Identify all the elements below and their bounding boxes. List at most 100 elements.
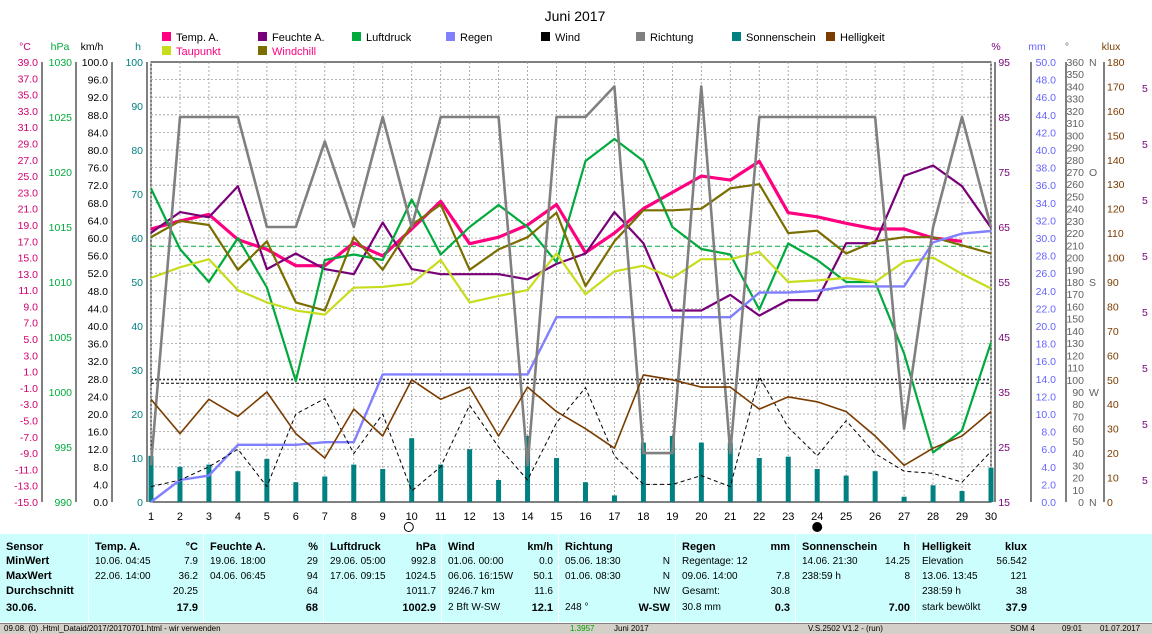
x-tick-label: 24 [811, 511, 823, 523]
direction-tick-label: 270 [1066, 167, 1084, 179]
stat-title: Richtung [565, 541, 613, 553]
status-month: Juni 2017 [614, 624, 649, 633]
sunshine-bar-4 [235, 471, 241, 502]
direction-tick-label: 140 [1066, 326, 1084, 338]
direction-tick-label: 320 [1066, 106, 1084, 118]
sunshine-bar-2 [177, 466, 183, 502]
stat-last-value: 7.00 [888, 602, 910, 614]
direction-tick-label: 60 [1072, 424, 1084, 436]
x-tick-label: 28 [927, 511, 939, 523]
sunshine-bar-26 [872, 471, 878, 502]
direction-tick-label: 50 [1072, 436, 1084, 448]
wind-tick-label: 20.0 [88, 409, 109, 421]
direction-tick-label: 0 [1078, 497, 1084, 509]
sunshine-bar-9 [380, 469, 386, 502]
stat-row-value: 992.8 [410, 556, 436, 567]
temp-tick-label: 33.0 [18, 106, 39, 118]
stat-row-label: 238:59 h [802, 571, 841, 582]
sunshine-bar-20 [698, 442, 704, 502]
temp-tick-label: 29.0 [18, 138, 39, 150]
rain-tick-label: 20.0 [1036, 321, 1057, 333]
rain-tick-label: 44.0 [1036, 110, 1057, 122]
stat-title: Sonnenschein [802, 541, 878, 553]
stats-bright: Helligkeit klux Elevation 56.542 13.06. 13:4… [915, 534, 1033, 622]
temp-tick-label: -3.0 [20, 399, 38, 411]
stats-hum: Feuchte A.% 19.06. 18:00 29 04.06. 06:45 94 6… [203, 534, 324, 622]
temp-tick-label: -1.0 [20, 383, 38, 395]
direction-tick-label: 70 [1072, 411, 1084, 423]
wind-tick-label: 72.0 [88, 180, 109, 192]
direction-tick-label: 180 [1066, 277, 1084, 289]
stat-row-label: 01.06. 08:30 [565, 571, 621, 582]
x-tick-label: 4 [235, 511, 241, 523]
x-tick-label: 6 [293, 511, 299, 523]
wind-tick-label: 92.0 [88, 92, 109, 104]
direction-tick-label: 240 [1066, 204, 1084, 216]
x-tick-label: 10 [406, 511, 418, 523]
sunshine-bar-16 [582, 482, 588, 502]
stat-row-label: 06.06. 16:15W [448, 571, 514, 582]
wind-tick-label: 40.0 [88, 321, 109, 333]
brightness-unit-label: klux [1102, 41, 1121, 53]
temp-tick-label: 21.0 [18, 204, 39, 216]
wind-tick-label: 64.0 [88, 215, 109, 227]
stat-row-value: 0.0 [539, 556, 553, 567]
x-tick-label: 25 [840, 511, 852, 523]
legend: Temp. A. Feuchte A. Luftdruck Regen Wind Rich… [162, 32, 885, 58]
stat-row-label: 238:59 h [922, 586, 961, 597]
stat-row-value: 14.25 [884, 556, 910, 567]
brightness-tick-label: 160 [1107, 106, 1125, 118]
stat-row-value: 121 [1010, 571, 1027, 582]
wind-tick-label: 0.0 [93, 497, 108, 509]
avg-label: Durchschnitt [6, 585, 74, 597]
brightness-tick-label: 10 [1107, 473, 1119, 485]
rain-tick-label: 36.0 [1036, 180, 1057, 192]
far-right-mark: 5 [1142, 83, 1148, 95]
direction-tick-label: 310 [1066, 118, 1084, 130]
far-right-mark: 5 [1142, 475, 1148, 487]
wind-tick-label: 100.0 [82, 57, 108, 69]
sunshine-tick-label: 60 [131, 233, 143, 245]
stat-unit: hPa [415, 541, 436, 553]
rain-tick-label: 6.0 [1041, 444, 1056, 456]
temp-tick-label: -11.0 [15, 464, 38, 476]
stat-title: Helligkeit [922, 541, 971, 553]
sunshine-bar-18 [640, 442, 646, 502]
x-tick-label: 3 [206, 511, 212, 523]
temp-tick-label: 11.0 [18, 285, 38, 297]
brightness-tick-label: 20 [1107, 448, 1119, 460]
sunshine-unit-label: h [135, 41, 141, 53]
stat-row-label: Elevation [922, 556, 964, 567]
wind-tick-label: 84.0 [88, 127, 109, 139]
rain-tick-label: 50.0 [1036, 57, 1057, 69]
sunshine-bar-11 [438, 464, 444, 502]
legend-label-5: Richtung [650, 32, 693, 44]
humidity-tick-label: 95 [998, 57, 1010, 69]
direction-tick-label: 170 [1066, 289, 1084, 301]
temp-tick-label: 27.0 [18, 155, 39, 167]
stat-row-label: 9246.7 km [448, 586, 495, 597]
wind-tick-label: 80.0 [88, 145, 109, 157]
direction-compass-label: N [1089, 57, 1097, 69]
statistics-panel: Sensor MinWert MaxWert Durchschnitt 30.0… [0, 534, 1152, 622]
brightness-tick-label: 60 [1107, 350, 1119, 362]
stat-row-value: 36.2 [178, 571, 198, 582]
direction-tick-label: 210 [1066, 240, 1084, 252]
rain-tick-label: 38.0 [1036, 163, 1057, 175]
far-right-mark: 5 [1142, 251, 1148, 263]
pressure-unit-label: hPa [51, 41, 70, 53]
direction-tick-label: 20 [1072, 473, 1084, 485]
status-date: 01.07.2017 [1100, 624, 1141, 633]
stats-wind: Wind km/h 01.06. 00:00 0.0 06.06. 16:15W 50.1… [441, 534, 559, 622]
far-right-mark: 5 [1142, 139, 1148, 151]
wind-tick-label: 76.0 [88, 163, 109, 175]
series-line-helligkeit [150, 374, 992, 467]
stat-row-value: 94 [306, 571, 318, 582]
sunshine-bar-28 [930, 485, 936, 502]
legend-label-9: Windchill [272, 46, 316, 58]
direction-tick-label: 100 [1066, 375, 1084, 387]
stat-last-value: 12.1 [531, 602, 553, 614]
x-tick-label: 16 [579, 511, 591, 523]
sunshine-bar-13 [496, 480, 502, 502]
rain-tick-label: 16.0 [1036, 356, 1057, 368]
